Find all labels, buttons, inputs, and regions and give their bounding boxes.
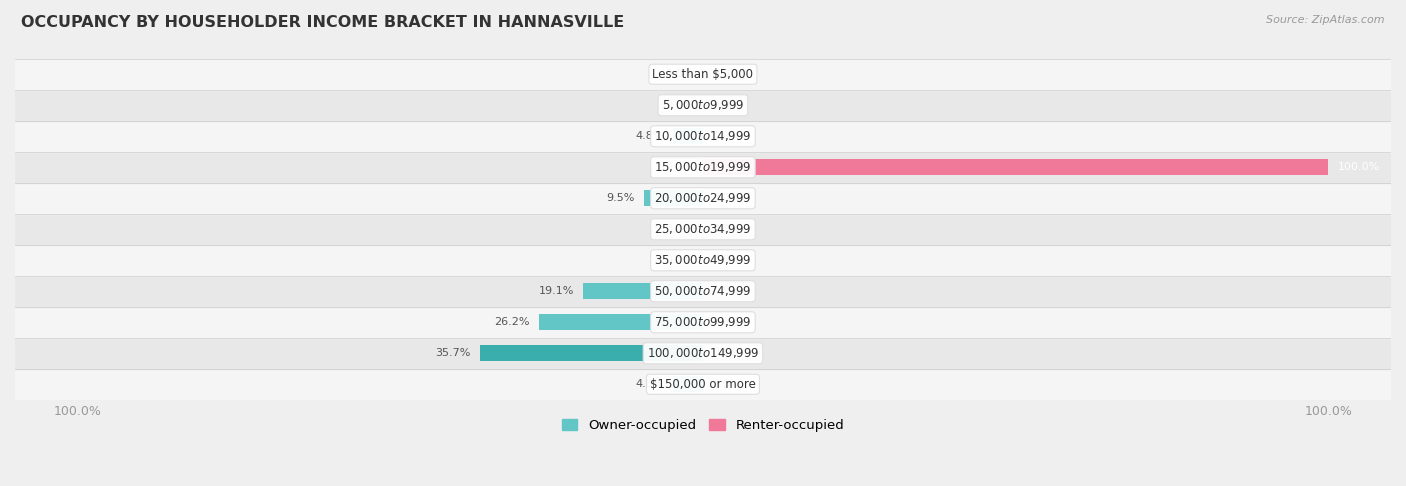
Bar [479,345,703,362]
Text: $100,000 to $149,999: $100,000 to $149,999 [647,347,759,360]
Text: 0.0%: 0.0% [713,100,741,110]
Text: 0.0%: 0.0% [713,348,741,358]
Text: 0.0%: 0.0% [713,379,741,389]
Text: 100.0%: 100.0% [1337,162,1379,172]
Bar [644,190,703,207]
Bar [15,245,1391,276]
Text: $10,000 to $14,999: $10,000 to $14,999 [654,129,752,143]
Bar [15,59,1391,90]
Text: 9.5%: 9.5% [606,193,634,203]
Bar [703,159,1329,175]
Text: 4.8%: 4.8% [636,131,664,141]
Text: 4.8%: 4.8% [636,379,664,389]
Bar [583,283,703,299]
Bar [15,183,1391,214]
Bar [15,90,1391,121]
Text: Source: ZipAtlas.com: Source: ZipAtlas.com [1267,15,1385,25]
Bar [15,307,1391,338]
Text: 0.0%: 0.0% [713,131,741,141]
Text: 0.0%: 0.0% [713,224,741,234]
Text: $25,000 to $34,999: $25,000 to $34,999 [654,222,752,236]
Text: 0.0%: 0.0% [665,100,693,110]
Text: $5,000 to $9,999: $5,000 to $9,999 [662,98,744,112]
Text: 0.0%: 0.0% [665,224,693,234]
Text: 26.2%: 26.2% [494,317,530,327]
Bar [15,338,1391,369]
Text: $15,000 to $19,999: $15,000 to $19,999 [654,160,752,174]
Bar [15,276,1391,307]
Bar [15,121,1391,152]
Bar [538,314,703,330]
Text: 0.0%: 0.0% [665,162,693,172]
Text: OCCUPANCY BY HOUSEHOLDER INCOME BRACKET IN HANNASVILLE: OCCUPANCY BY HOUSEHOLDER INCOME BRACKET … [21,15,624,30]
Text: 0.0%: 0.0% [665,69,693,79]
Legend: Owner-occupied, Renter-occupied: Owner-occupied, Renter-occupied [557,414,849,437]
Text: 0.0%: 0.0% [713,193,741,203]
Bar [673,376,703,392]
Text: 0.0%: 0.0% [713,317,741,327]
Bar [15,214,1391,245]
Text: 0.0%: 0.0% [665,255,693,265]
Text: $20,000 to $24,999: $20,000 to $24,999 [654,191,752,205]
Text: 0.0%: 0.0% [713,255,741,265]
Text: 19.1%: 19.1% [538,286,574,296]
Text: $150,000 or more: $150,000 or more [650,378,756,391]
Bar [15,369,1391,400]
Bar [15,152,1391,183]
Text: $35,000 to $49,999: $35,000 to $49,999 [654,253,752,267]
Text: $50,000 to $74,999: $50,000 to $74,999 [654,284,752,298]
Text: 35.7%: 35.7% [434,348,470,358]
Text: 0.0%: 0.0% [713,286,741,296]
Text: $75,000 to $99,999: $75,000 to $99,999 [654,315,752,330]
Text: 0.0%: 0.0% [713,69,741,79]
Bar [673,128,703,144]
Text: Less than $5,000: Less than $5,000 [652,68,754,81]
